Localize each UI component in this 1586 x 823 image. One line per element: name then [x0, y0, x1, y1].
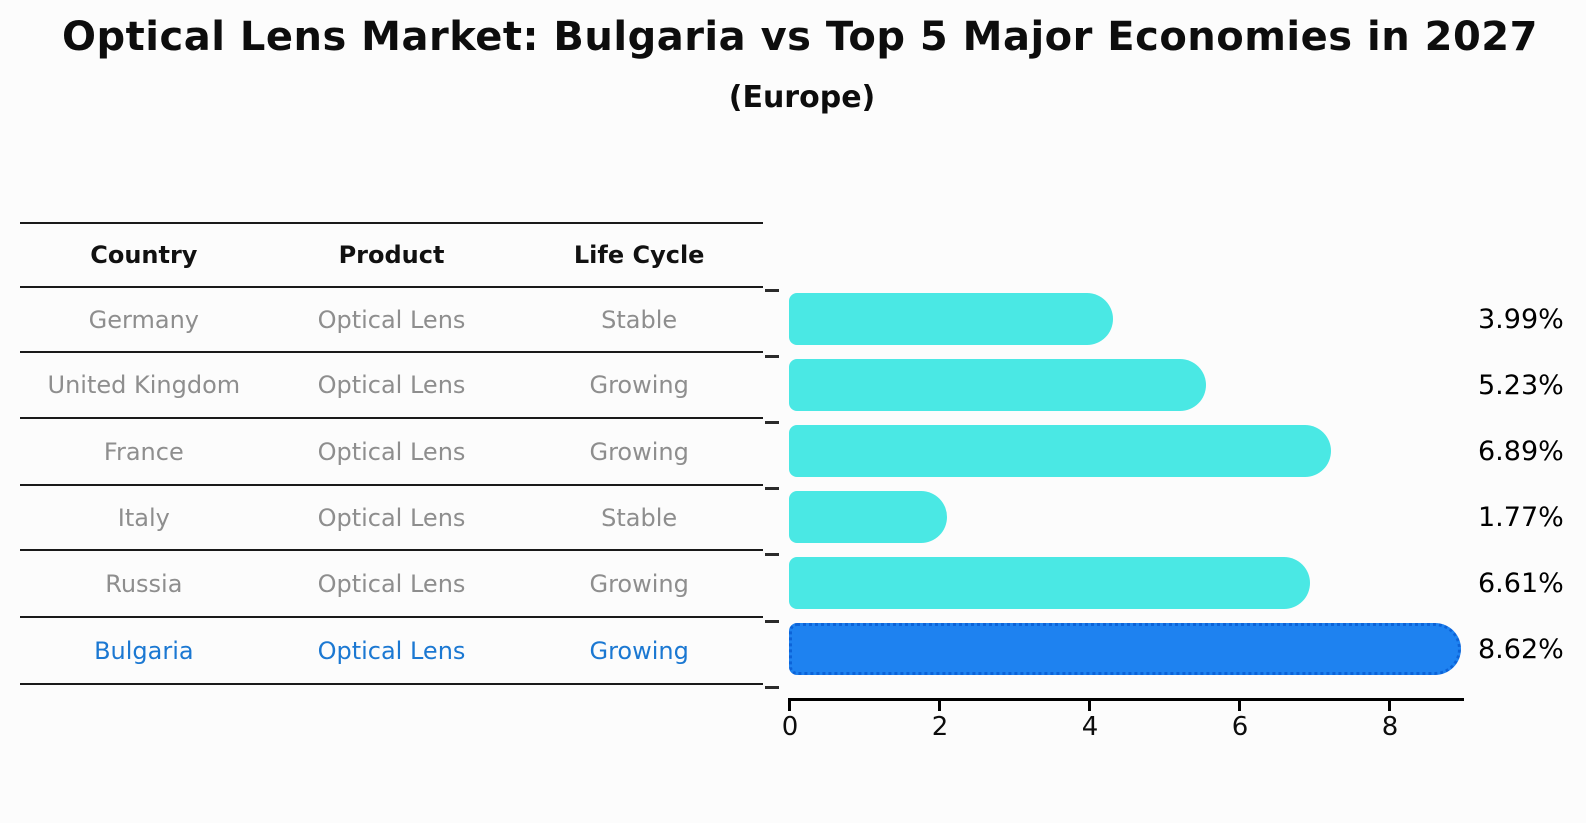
- bar-value-label: 6.61%: [1478, 567, 1564, 599]
- cell-country: Russia: [105, 569, 183, 598]
- x-axis-tick: [1388, 700, 1391, 711]
- bar-value-label: 1.77%: [1478, 501, 1564, 533]
- table-divider: [20, 351, 763, 353]
- cell-life-cycle: Growing: [589, 371, 689, 399]
- table-row-russia: Russia Optical Lens Growing: [20, 551, 763, 616]
- column-header-product: Product: [338, 241, 445, 269]
- cell-country: Bulgaria: [94, 636, 194, 665]
- y-axis-tick: [765, 620, 779, 623]
- table-divider: [20, 616, 763, 618]
- bar-value-label: 8.62%: [1478, 633, 1564, 665]
- table-divider: [20, 222, 763, 224]
- table-row-france: France Optical Lens Growing: [20, 419, 763, 484]
- y-axis-tick: [765, 421, 779, 424]
- table-divider: [20, 484, 763, 486]
- x-axis-line: [788, 698, 1464, 701]
- page-title: Optical Lens Market: Bulgaria vs Top 5 M…: [62, 14, 1538, 60]
- column-header-life-cycle: Life Cycle: [573, 241, 705, 269]
- x-tick-label: 0: [781, 712, 799, 742]
- bar-value-label: 6.89%: [1478, 435, 1564, 467]
- x-tick-label: 6: [1231, 712, 1249, 742]
- y-axis-tick: [765, 487, 779, 490]
- cell-country: United Kingdom: [47, 371, 241, 399]
- table-divider: [20, 683, 763, 685]
- column-header-country: Country: [90, 241, 198, 269]
- table-divider: [20, 417, 763, 419]
- cell-country: France: [103, 437, 184, 466]
- cell-product: Optical Lens: [317, 636, 466, 665]
- bar-bulgaria: [789, 623, 1461, 675]
- cell-life-cycle: Growing: [589, 437, 689, 466]
- table-divider: [20, 549, 763, 551]
- cell-life-cycle: Stable: [601, 305, 678, 334]
- x-tick-label: 4: [1081, 712, 1099, 742]
- bar-italy: [789, 491, 947, 543]
- cell-country: Germany: [88, 305, 199, 334]
- table-divider: [20, 286, 763, 288]
- x-axis-tick: [1088, 700, 1091, 711]
- table-row-germany: Germany Optical Lens Stable: [20, 288, 763, 351]
- cell-product: Optical Lens: [317, 503, 466, 532]
- cell-product: Optical Lens: [317, 371, 466, 399]
- y-axis-tick: [765, 686, 779, 689]
- bar-value-label: 3.99%: [1478, 303, 1564, 335]
- x-axis-tick: [1238, 700, 1241, 711]
- x-tick-label: 8: [1381, 712, 1399, 742]
- cell-country: Italy: [117, 503, 170, 532]
- cell-product: Optical Lens: [317, 569, 466, 598]
- x-axis-tick: [938, 700, 941, 711]
- y-axis-tick: [765, 553, 779, 556]
- cell-life-cycle: Growing: [589, 636, 689, 665]
- y-axis-tick: [765, 289, 779, 292]
- table-row-bulgaria: Bulgaria Optical Lens Growing: [20, 618, 763, 683]
- cell-product: Optical Lens: [317, 305, 466, 334]
- cell-life-cycle: Growing: [589, 569, 689, 598]
- y-axis-tick: [765, 355, 779, 358]
- x-axis-tick: [788, 700, 791, 711]
- page-subtitle: (Europe): [728, 80, 876, 115]
- bar-value-label: 5.23%: [1478, 369, 1564, 401]
- table-row-united-kingdom: United Kingdom Optical Lens Growing: [20, 353, 763, 417]
- cell-product: Optical Lens: [317, 437, 466, 466]
- bar-united-kingdom: [789, 359, 1206, 411]
- bar-germany: [789, 293, 1113, 345]
- table-row-italy: Italy Optical Lens Stable: [20, 486, 763, 549]
- bar-france: [789, 425, 1331, 477]
- table-header-row: Country Product Life Cycle: [20, 224, 763, 286]
- cell-life-cycle: Stable: [601, 503, 678, 532]
- bar-russia: [789, 557, 1310, 609]
- x-tick-label: 2: [931, 712, 949, 742]
